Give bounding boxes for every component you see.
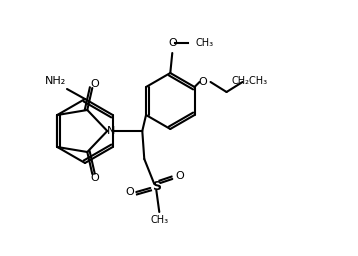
Text: NH₂: NH₂: [44, 76, 66, 86]
Text: CH₃: CH₃: [150, 215, 168, 225]
Text: O: O: [175, 171, 184, 181]
Text: S: S: [152, 179, 161, 193]
Text: O: O: [90, 173, 99, 183]
Text: CH₂CH₃: CH₂CH₃: [232, 76, 267, 86]
Text: N: N: [107, 126, 116, 136]
Text: O: O: [90, 79, 99, 89]
Text: O: O: [168, 38, 176, 48]
Text: O: O: [125, 187, 134, 197]
Text: CH₃: CH₃: [195, 38, 213, 48]
Text: O: O: [198, 77, 207, 87]
